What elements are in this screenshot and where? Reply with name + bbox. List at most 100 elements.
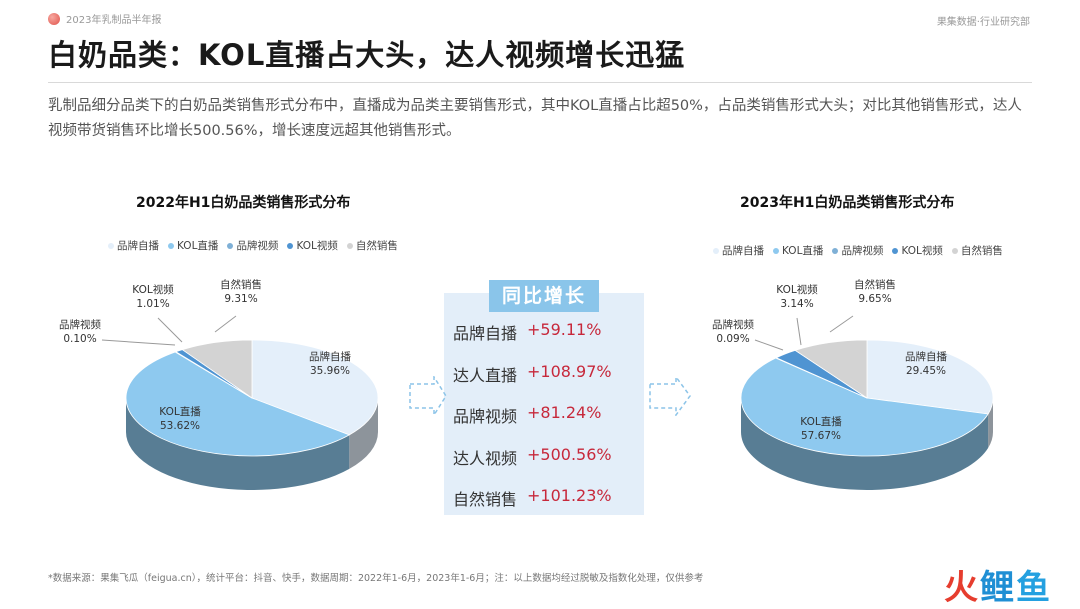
pie-slice xyxy=(740,357,989,457)
watermark-char: 火 xyxy=(944,568,980,608)
pie-slice-name-label: 自然销售 xyxy=(220,278,262,291)
watermark-char: 鱼 xyxy=(1016,568,1052,608)
growth-value: +59.11% xyxy=(527,320,602,339)
pie-leader-line xyxy=(796,317,802,346)
pie-slice-name-label: 自然销售 xyxy=(854,278,896,291)
pie-slice-value-label: 9.65% xyxy=(858,293,891,305)
pie-leader-line xyxy=(829,315,854,333)
legend-swatch xyxy=(773,247,779,254)
pie-slice-name-label: KOL视频 xyxy=(132,283,174,296)
legend-item: 自然销售 xyxy=(346,238,398,253)
pie-slice xyxy=(251,339,379,436)
legend-label: 自然销售 xyxy=(960,245,1003,257)
report-header: 2023年乳制品半年报 xyxy=(48,11,161,26)
pie-slice-side xyxy=(741,398,989,490)
growth-label: 自然销售 xyxy=(453,490,518,509)
brand-label: 果集数据·行业研究部 xyxy=(936,17,1030,28)
page-title: 白奶品类：KOL直播占大头，达人视频增长迅猛 xyxy=(48,38,686,72)
pie-slice-value-label: 35.96% xyxy=(310,365,350,377)
footnote: *数据来源：果集飞瓜（feigua.cn），统计平台：抖音、快手，数据周期：20… xyxy=(48,573,704,584)
pie-slice-name-label: 品牌视频 xyxy=(712,318,754,331)
growth-value: +81.24% xyxy=(527,403,602,422)
legend-item: 品牌视频 xyxy=(227,238,278,253)
legend-item: KOL直播 xyxy=(168,238,218,253)
pie-slice-side xyxy=(349,398,378,469)
legend-item: 品牌自播 xyxy=(108,238,159,253)
growth-label: 品牌自播 xyxy=(453,324,518,343)
watermark-logo: 火鲤鱼 xyxy=(944,560,1052,609)
legend-swatch xyxy=(287,242,294,249)
legend-item: KOL直播 xyxy=(773,243,823,258)
legend-swatch xyxy=(832,247,839,254)
legend-label: 品牌视频 xyxy=(236,240,279,252)
legend-swatch xyxy=(951,247,958,254)
pie-slice xyxy=(866,339,994,415)
legend-swatch xyxy=(892,247,899,254)
legend-label: 品牌自播 xyxy=(722,245,764,257)
legend-label: KOL直播 xyxy=(782,245,824,257)
pie-slice-name-label: KOL视频 xyxy=(776,283,818,296)
pie-slice xyxy=(125,351,351,457)
legend-swatch xyxy=(227,242,234,249)
pie-slice-name-label: 品牌自播 xyxy=(905,350,947,363)
legend-swatch xyxy=(108,242,114,249)
pie-slice-side xyxy=(988,398,993,449)
growth-title: 同比增长 xyxy=(489,280,599,312)
pie-slice-value-label: 0.10% xyxy=(63,333,96,345)
growth-panel xyxy=(444,293,644,515)
growth-value: +500.56% xyxy=(527,445,612,464)
legend-item: 自然销售 xyxy=(951,243,1003,258)
growth-row: 品牌视频 +81.24% xyxy=(453,403,601,427)
pie-slice-value-label: 57.67% xyxy=(801,430,841,442)
legend-label: 品牌视频 xyxy=(841,245,884,257)
legend-item: 品牌自播 xyxy=(713,243,764,258)
growth-row: 达人视频 +500.56% xyxy=(453,445,612,469)
pie-slice-name-label: KOL直播 xyxy=(159,405,201,418)
legend-swatch xyxy=(168,242,174,249)
legend-swatch xyxy=(713,247,719,254)
legend-item: 品牌视频 xyxy=(832,243,883,258)
pie-chart-2022: 品牌自播 35.96% KOL直播 53.62% 品牌视频 0.10% KOL视频 1.01%… xyxy=(59,278,379,490)
pie-leader-line xyxy=(754,339,784,351)
chart-2023-title: 2023年H1白奶品类销售形式分布 xyxy=(740,195,955,211)
growth-label: 达人视频 xyxy=(453,449,518,468)
pie-slice-value-label: 1.01% xyxy=(136,298,169,310)
pie-leader-line xyxy=(157,317,183,343)
title-divider xyxy=(48,82,1032,83)
growth-label: 品牌视频 xyxy=(453,407,518,426)
chart-2022-legend: 品牌自播 KOL直播 品牌视频 KOL视频 自然销售 xyxy=(108,238,398,253)
growth-row: 品牌自播 +59.11% xyxy=(453,320,601,344)
report-logo-icon xyxy=(48,12,60,25)
legend-item: KOL视频 xyxy=(892,243,943,258)
watermark-char: 鲤 xyxy=(980,568,1016,608)
legend-label: 自然销售 xyxy=(355,240,398,252)
legend-label: 品牌自播 xyxy=(117,240,159,252)
pie-slice-name-label: 品牌自播 xyxy=(309,350,351,363)
growth-label: 达人直播 xyxy=(453,366,518,385)
legend-swatch xyxy=(346,242,353,249)
pie-chart-2023: 品牌自播 29.45% KOL直播 57.67% 品牌视频 0.09% KOL视频 3.14%… xyxy=(712,278,994,490)
dashed-arrow-right-icon xyxy=(649,376,691,416)
dashed-arrow-left-icon xyxy=(409,376,447,416)
chart-2023-legend: 品牌自播 KOL直播 品牌视频 KOL视频 自然销售 xyxy=(713,243,1003,258)
pie-slice-side xyxy=(126,398,350,490)
pie-slice xyxy=(181,339,253,399)
pie-slice-value-label: 3.14% xyxy=(780,298,813,310)
pie-slice-value-label: 0.09% xyxy=(716,333,749,345)
legend-item: KOL视频 xyxy=(287,238,338,253)
pie-slice-name-label: KOL直播 xyxy=(800,415,842,428)
growth-row: 自然销售 +101.23% xyxy=(453,486,612,510)
legend-label: KOL视频 xyxy=(901,245,943,257)
growth-value: +101.23% xyxy=(527,486,612,505)
legend-label: KOL视频 xyxy=(296,240,338,252)
pie-slice-value-label: 29.45% xyxy=(906,365,946,377)
pie-slice-name-label: 品牌视频 xyxy=(59,318,101,331)
chart-2022-title: 2022年H1白奶品类销售形式分布 xyxy=(136,195,351,211)
pie-slice xyxy=(794,339,868,399)
summary-text: 乳制品细分品类下的白奶品类销售形式分布中，直播成为品类主要销售形式，其中KOL直… xyxy=(48,98,1022,139)
legend-label: KOL直播 xyxy=(177,240,219,252)
growth-row: 达人直播 +108.97% xyxy=(453,362,612,386)
pie-slice-value-label: 53.62% xyxy=(160,420,200,432)
pie-leader-line xyxy=(214,315,237,333)
pie-slice-value-label: 9.31% xyxy=(224,293,257,305)
